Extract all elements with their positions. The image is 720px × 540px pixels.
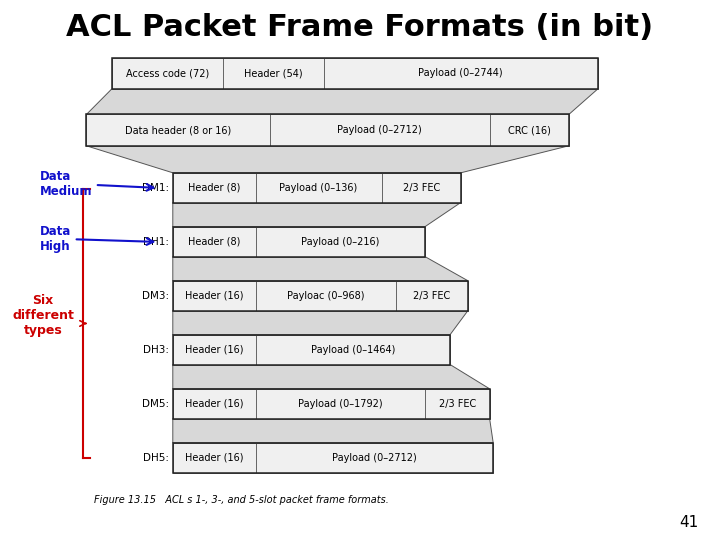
Bar: [173, 173, 461, 202]
Polygon shape: [173, 202, 461, 227]
Bar: [112, 58, 223, 89]
Text: DH3:: DH3:: [143, 345, 169, 355]
Text: Header (16): Header (16): [185, 399, 243, 409]
Bar: [173, 227, 425, 256]
Polygon shape: [173, 364, 490, 389]
Text: ACL Packet Frame Formats (in bit): ACL Packet Frame Formats (in bit): [66, 14, 654, 43]
Text: Data
High: Data High: [40, 225, 153, 253]
Text: Header (16): Header (16): [185, 345, 243, 355]
Bar: [86, 114, 569, 146]
Text: CRC (16): CRC (16): [508, 125, 551, 135]
Bar: [112, 58, 598, 89]
Text: Payload (0–1464): Payload (0–1464): [310, 345, 395, 355]
Bar: [256, 227, 425, 256]
Bar: [173, 281, 468, 310]
Text: Payload (0–2744): Payload (0–2744): [418, 69, 503, 78]
Text: Header (16): Header (16): [185, 291, 243, 301]
Bar: [490, 114, 569, 146]
Bar: [256, 443, 493, 472]
Text: Header (54): Header (54): [244, 69, 303, 78]
Text: Payload (0–2712): Payload (0–2712): [338, 125, 422, 135]
Bar: [86, 114, 270, 146]
Text: 2/3 FEC: 2/3 FEC: [402, 183, 440, 193]
Text: Access code (72): Access code (72): [126, 69, 209, 78]
Text: Payload (0–2712): Payload (0–2712): [332, 453, 417, 463]
Text: Header (8): Header (8): [188, 237, 240, 247]
Text: Data header (8 or 16): Data header (8 or 16): [125, 125, 231, 135]
Bar: [256, 335, 450, 365]
Bar: [173, 389, 256, 419]
Polygon shape: [86, 146, 569, 173]
Text: Payloac (0–968): Payloac (0–968): [287, 291, 364, 301]
Bar: [396, 281, 468, 310]
Bar: [256, 281, 396, 310]
Bar: [223, 58, 324, 89]
Polygon shape: [86, 89, 598, 114]
Bar: [256, 173, 382, 202]
Bar: [173, 173, 256, 202]
Text: DH1:: DH1:: [143, 237, 169, 247]
Text: DH5:: DH5:: [143, 453, 169, 463]
Text: DM1:: DM1:: [142, 183, 169, 193]
Text: Payload (0–216): Payload (0–216): [301, 237, 379, 247]
Text: Payload (0–136): Payload (0–136): [279, 183, 358, 193]
Bar: [270, 114, 490, 146]
Bar: [382, 173, 461, 202]
Text: Header (16): Header (16): [185, 453, 243, 463]
Bar: [324, 58, 598, 89]
Text: 2/3 FEC: 2/3 FEC: [438, 399, 476, 409]
Bar: [173, 281, 256, 310]
Bar: [173, 227, 256, 256]
Bar: [173, 443, 493, 472]
Bar: [173, 443, 256, 472]
Text: DM5:: DM5:: [142, 399, 169, 409]
Text: Figure 13.15   ACL s 1-, 3-, and 5-slot packet frame formats.: Figure 13.15 ACL s 1-, 3-, and 5-slot pa…: [94, 495, 389, 505]
Text: Six
different
types: Six different types: [12, 294, 74, 338]
Text: Header (8): Header (8): [188, 183, 240, 193]
Text: Payload (0–1792): Payload (0–1792): [298, 399, 382, 409]
Bar: [425, 389, 490, 419]
Bar: [173, 389, 490, 419]
Polygon shape: [173, 418, 493, 443]
Bar: [173, 335, 256, 365]
Polygon shape: [173, 256, 468, 281]
Text: 2/3 FEC: 2/3 FEC: [413, 291, 451, 301]
Polygon shape: [173, 310, 468, 335]
Text: 41: 41: [679, 515, 698, 530]
Text: Data
Medium: Data Medium: [40, 170, 153, 198]
Bar: [256, 389, 425, 419]
Text: DM3:: DM3:: [142, 291, 169, 301]
Bar: [173, 335, 450, 365]
